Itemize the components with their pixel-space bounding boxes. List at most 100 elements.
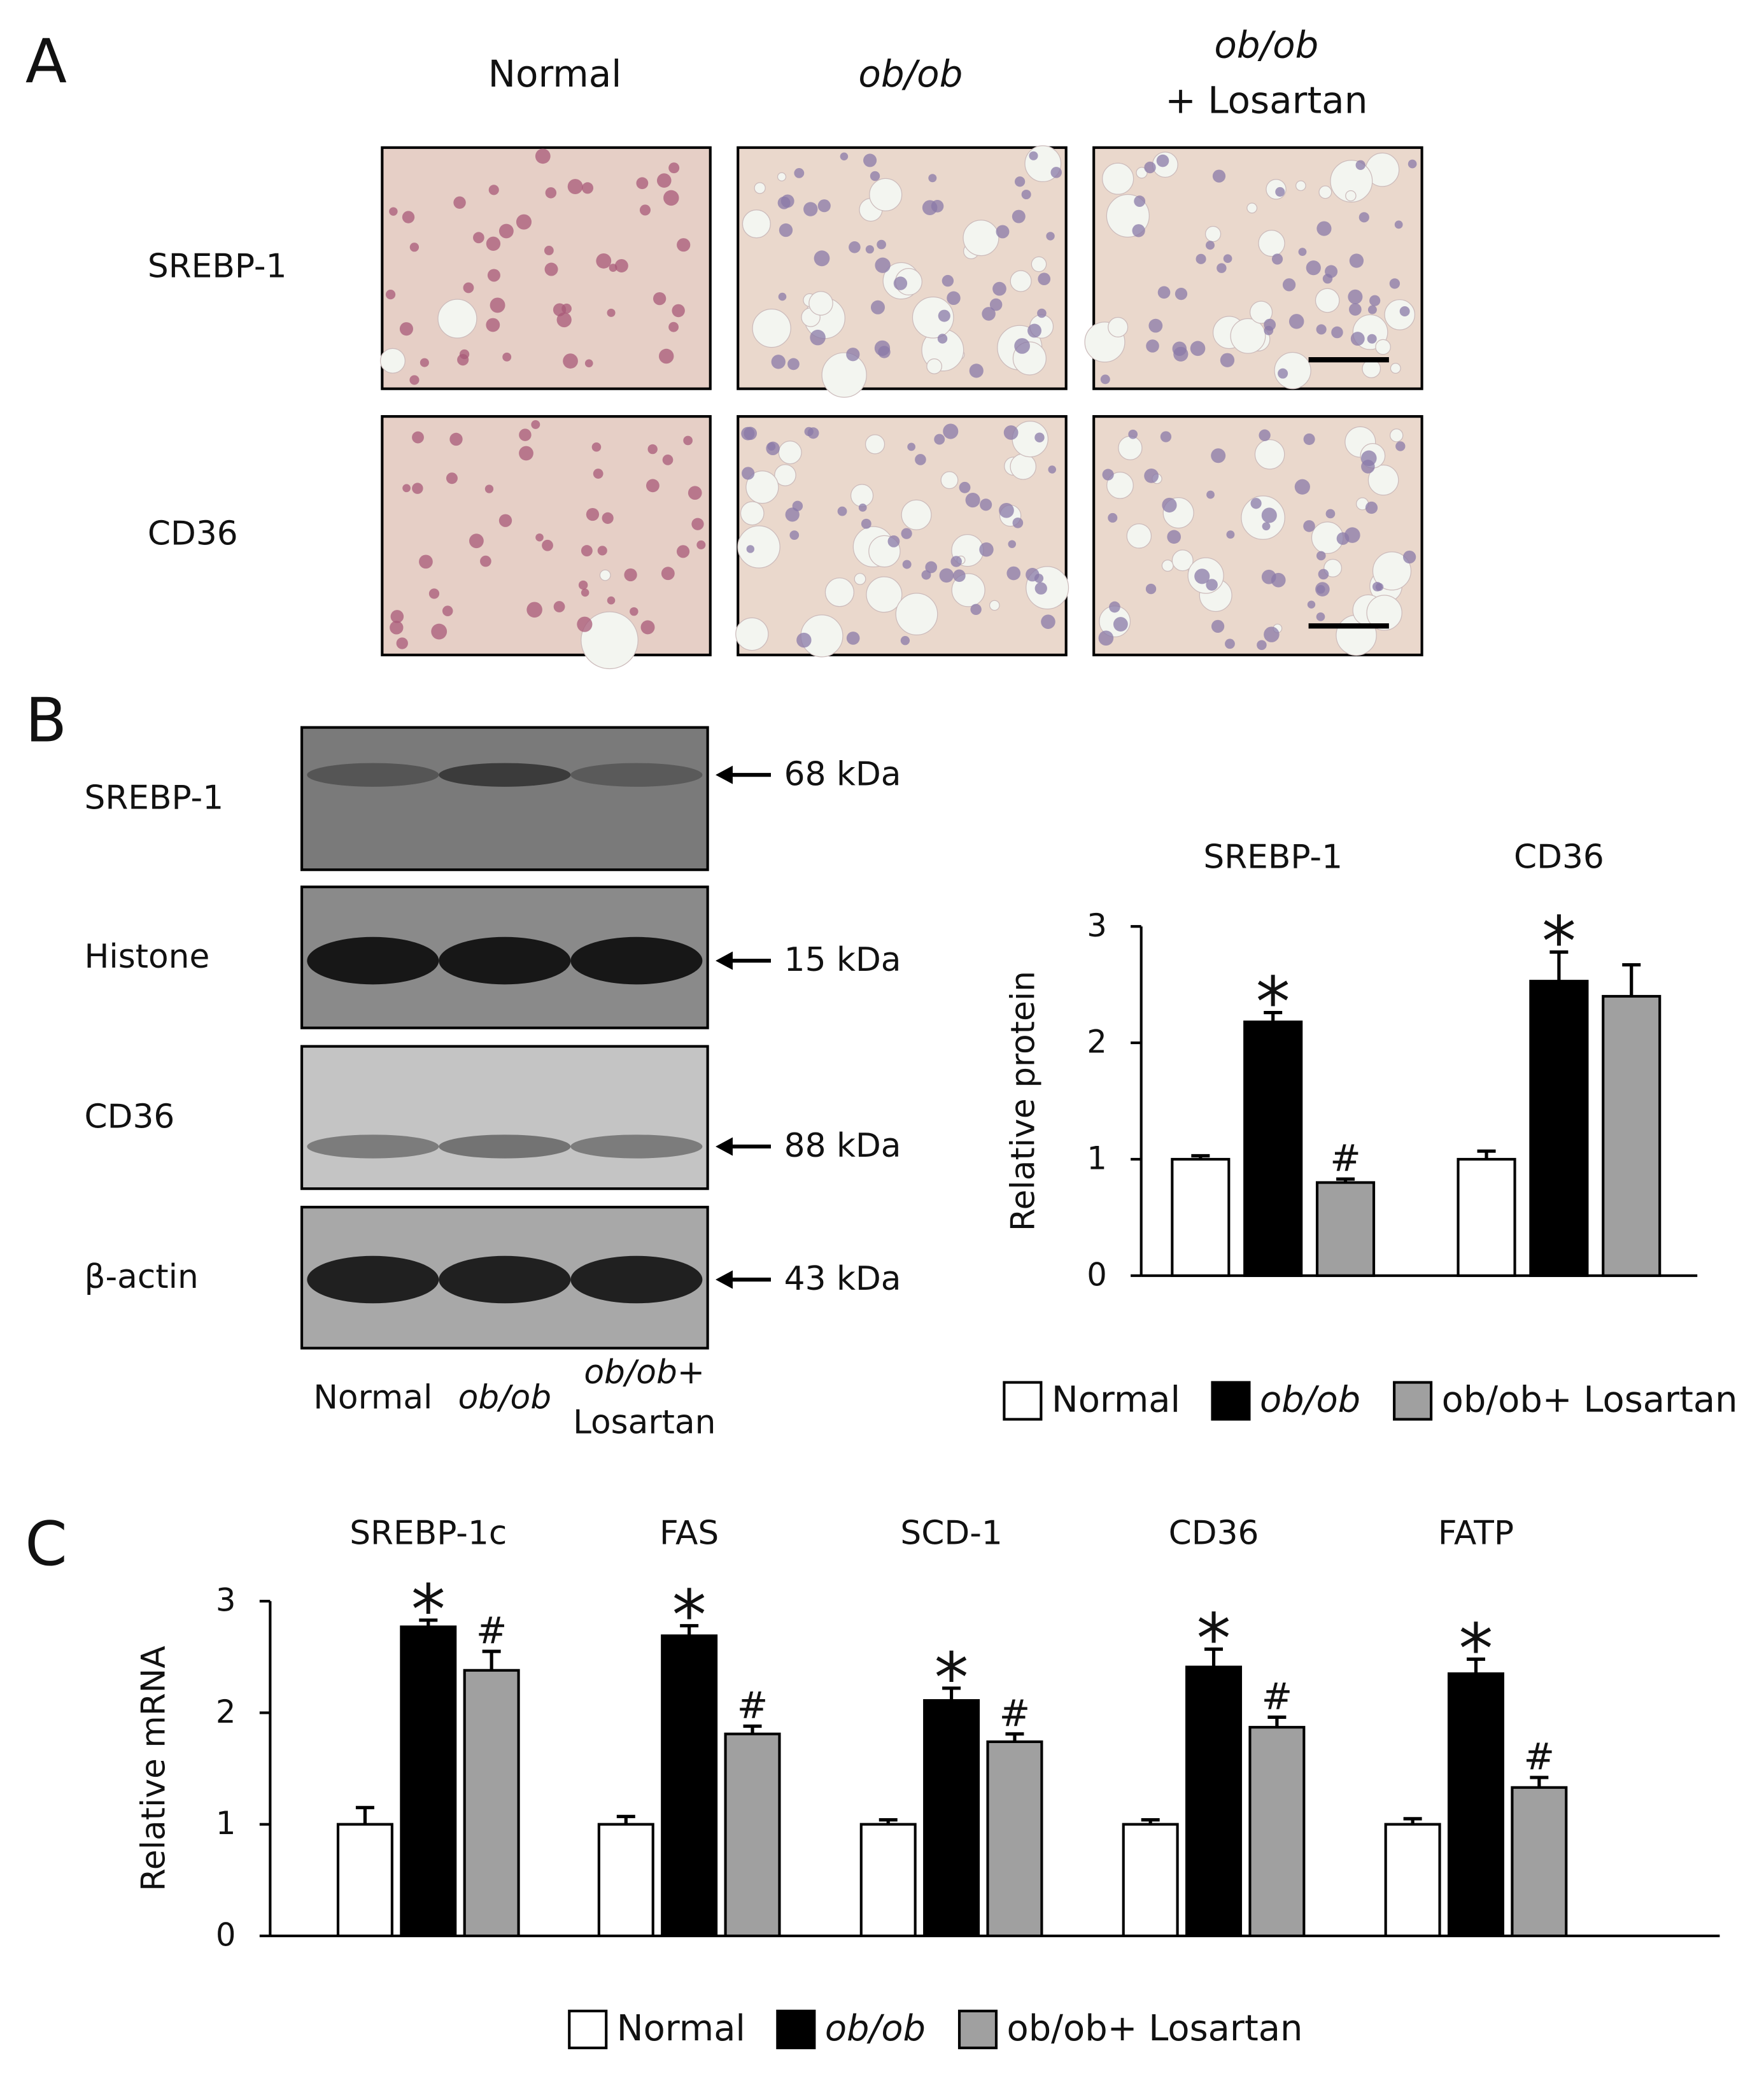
nucleus [488,185,499,195]
nucleus [1048,465,1056,474]
nucleus [636,177,649,190]
vacuole [1010,453,1036,480]
vacuole [926,358,943,374]
blot-band [439,1255,571,1304]
nucleus [778,292,787,301]
nucleus [1355,160,1365,170]
nucleus [419,554,433,569]
blot [300,1045,709,1190]
nucleus [870,300,886,314]
vacuole [1345,190,1357,202]
nucleus [431,623,448,640]
nucleus [877,239,886,250]
panel-letter: C [25,1509,67,1579]
blot-band [307,1134,439,1159]
legend-label: ob/ob+ Losartan [1442,1380,1738,1421]
nucleus [596,253,612,269]
nucleus [1046,232,1055,241]
row-label: SREBP-1 [148,247,287,285]
nucleus [742,467,755,480]
significance-marker: * [935,1639,969,1718]
nucleus [663,190,679,206]
y-tick-label: 0 [216,1916,236,1953]
bar [597,1823,654,1937]
blot-label: Histone [84,938,209,976]
band-size: 88 kDa [784,1127,901,1165]
nucleus [1196,253,1206,264]
nucleus [787,358,800,371]
vacuole [737,525,780,568]
column-label: Normal [488,52,622,95]
nucleus [1358,212,1369,223]
vacuole [821,352,867,398]
nucleus [1271,253,1283,265]
nucleus [1402,550,1416,564]
nucleus [1349,303,1362,316]
vacuole [745,470,779,504]
column-label: ob/ob [858,52,963,95]
vacuole [1102,162,1134,195]
significance-marker: # [999,1691,1031,1735]
legend-swatch [1211,1381,1251,1421]
error-bar [419,1618,438,1627]
nucleus [563,353,578,369]
nucleus [1034,582,1047,595]
nucleus [1278,368,1288,379]
vacuole [1136,167,1148,179]
nucleus [1344,527,1360,543]
nucleus [412,431,424,444]
nucleus [399,322,413,336]
nucleus [1294,479,1310,495]
significance-marker: # [1330,1136,1361,1180]
nucleus [794,168,805,178]
error-bar [482,1649,501,1670]
significance-marker: # [1262,1675,1293,1718]
nucleus [677,238,691,252]
nucleus [1275,187,1285,197]
nucleus [779,223,793,237]
nucleus [553,601,565,612]
lane-label: Losartan [573,1404,716,1442]
nucleus [1367,334,1377,344]
nucleus [607,596,616,605]
nucleus [837,506,847,516]
nucleus [861,518,871,529]
nucleus [412,483,423,494]
lane-label: ob/ob+ [584,1353,705,1392]
nucleus [1160,431,1172,442]
nucleus [939,568,954,583]
error-bar [1267,1715,1287,1728]
bar [661,1634,718,1937]
band-size: 43 kDa [784,1260,901,1298]
nucleus [1156,154,1169,167]
y-tick-label: 1 [216,1805,236,1842]
nucleus [1008,540,1016,548]
nucleus [1037,308,1047,318]
vacuole [1295,180,1306,192]
error-bar [1530,1776,1549,1788]
blot-band [439,936,571,985]
vacuole [774,464,796,486]
vacuole [1258,230,1285,257]
nucleus [577,616,593,632]
bar [923,1699,980,1937]
error-bar [1622,963,1641,996]
nucleus [814,250,830,267]
nucleus [544,246,554,255]
nucleus [607,308,616,317]
nucleus [683,435,693,446]
vacuole [869,178,903,211]
significance-marker: # [476,1609,507,1652]
nucleus [1206,579,1218,591]
nucleus [1041,614,1055,629]
vacuole [599,569,611,581]
nucleus [1316,324,1327,335]
significance-marker: * [1256,963,1290,1043]
bar [859,1823,917,1937]
nucleus [676,545,690,558]
nucleus [1306,260,1321,276]
nucleus [487,269,500,282]
nucleus [668,321,679,332]
vacuole [850,484,874,507]
nucleus [646,479,660,493]
